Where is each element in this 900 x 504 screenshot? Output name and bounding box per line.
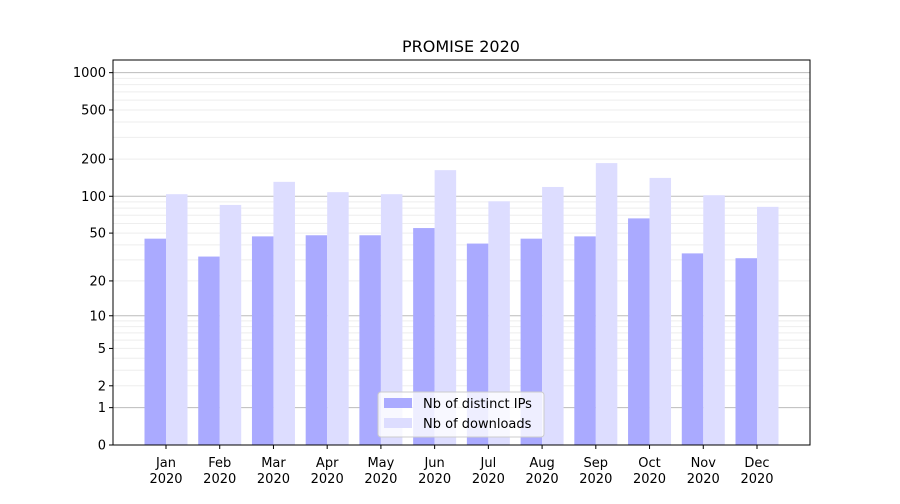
x-tick-label-line: 2020 — [149, 472, 182, 487]
bar-downloads — [166, 194, 188, 445]
x-tick-label-line: Apr — [316, 456, 339, 471]
x-tick-label-line: 2020 — [203, 472, 236, 487]
y-tick-label: 0 — [98, 439, 106, 454]
legend-swatch — [384, 398, 412, 408]
x-tick-label: Aug 2020 — [526, 456, 559, 487]
chart-title: PROMISE 2020 — [402, 37, 520, 56]
bar-distinct-ips — [735, 258, 757, 445]
y-tick-label: 200 — [81, 153, 106, 168]
x-tick-label: May 2020 — [364, 456, 397, 487]
x-tick-label-line: 2020 — [526, 472, 559, 487]
bar-downloads — [595, 163, 618, 446]
y-tick-label: 50 — [89, 227, 106, 242]
legend-label: Nb of distinct IPs — [423, 397, 532, 412]
x-tick-label: Dec 2020 — [740, 456, 773, 487]
x-tick-label-line: Sep — [584, 456, 609, 471]
x-tick-label-line: Jun — [423, 456, 444, 471]
y-tick-label: 10 — [89, 309, 106, 324]
x-tick-label-line: May — [367, 456, 394, 471]
x-tick-label-line: 2020 — [311, 472, 344, 487]
bar-distinct-ips — [198, 256, 220, 445]
x-tick-label: Oct 2020 — [633, 456, 666, 487]
bar-distinct-ips — [144, 238, 166, 445]
y-tick-label: 1 — [98, 401, 106, 416]
bar-downloads — [273, 181, 295, 446]
x-tick-label: Jun 2020 — [418, 456, 451, 487]
bar-distinct-ips — [628, 218, 650, 445]
x-tick-label: Jan 2020 — [149, 456, 182, 487]
bar-downloads — [703, 195, 725, 445]
bar-downloads — [327, 192, 349, 445]
plot-frame — [112, 59, 811, 446]
bar-distinct-ips — [681, 253, 704, 445]
x-tick-label-line: 2020 — [579, 472, 612, 487]
x-tick-label: Apr 2020 — [311, 456, 344, 487]
legend: Nb of distinct IPs Nb of downloads — [377, 391, 545, 438]
y-tick-label: 500 — [81, 103, 106, 118]
x-tick-label: Nov 2020 — [687, 456, 720, 487]
bar-downloads — [757, 206, 779, 445]
y-axis: 0 1 2 5 10 20 50 100 200 500 1000 — [73, 66, 113, 454]
bar-downloads — [542, 186, 564, 445]
x-tick-label-line: Jan — [155, 456, 176, 471]
x-tick-label-line: Dec — [744, 456, 769, 471]
legend-box — [377, 391, 545, 438]
bar-distinct-ips — [574, 236, 596, 445]
y-tick-label: 1000 — [73, 66, 106, 81]
legend-label: Nb of downloads — [423, 417, 532, 432]
bar-downloads — [434, 170, 457, 445]
y-tick-label: 20 — [89, 274, 106, 289]
x-tick-label-line: 2020 — [418, 472, 451, 487]
x-tick-label-line: Oct — [638, 456, 660, 471]
y-tick-label: 5 — [98, 342, 106, 357]
x-tick-label-line: 2020 — [633, 472, 666, 487]
x-tick-label-line: Feb — [208, 456, 231, 471]
x-tick-label-line: Mar — [261, 456, 286, 471]
x-tick-label: Jul 2020 — [472, 456, 505, 487]
bar-downloads — [488, 201, 510, 445]
x-tick-label-line: Aug — [529, 456, 554, 471]
x-tick-label: Mar 2020 — [257, 456, 290, 487]
bars — [144, 163, 779, 446]
y-tick-label: 2 — [98, 379, 106, 394]
x-tick-label-line: 2020 — [364, 472, 397, 487]
bar-downloads — [219, 204, 242, 445]
bar-distinct-ips — [359, 235, 381, 445]
x-tick-label-line: 2020 — [687, 472, 720, 487]
bar-distinct-ips — [305, 235, 328, 445]
bar-downloads — [380, 194, 403, 445]
x-tick-label-line: Nov — [691, 456, 717, 471]
x-tick-label-line: 2020 — [257, 472, 290, 487]
bar-downloads — [649, 177, 672, 445]
bar-distinct-ips — [413, 228, 435, 445]
y-tick-label: 100 — [81, 190, 106, 205]
x-tick-label-line: 2020 — [740, 472, 773, 487]
x-tick-label: Sep 2020 — [579, 456, 612, 487]
bar-distinct-ips — [251, 236, 274, 445]
x-tick-label: Feb 2020 — [203, 456, 236, 487]
legend-swatch — [384, 418, 412, 428]
x-tick-label-line: Jul — [480, 456, 497, 471]
x-tick-label-line: 2020 — [472, 472, 505, 487]
